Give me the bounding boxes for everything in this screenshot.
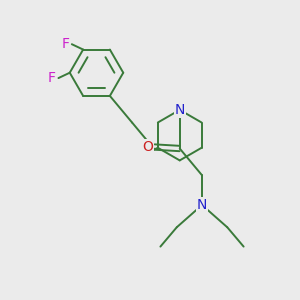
Text: O: O — [142, 140, 153, 154]
Text: F: F — [48, 71, 56, 85]
Text: N: N — [197, 198, 207, 212]
Text: N: N — [175, 103, 185, 117]
Text: F: F — [61, 37, 69, 51]
